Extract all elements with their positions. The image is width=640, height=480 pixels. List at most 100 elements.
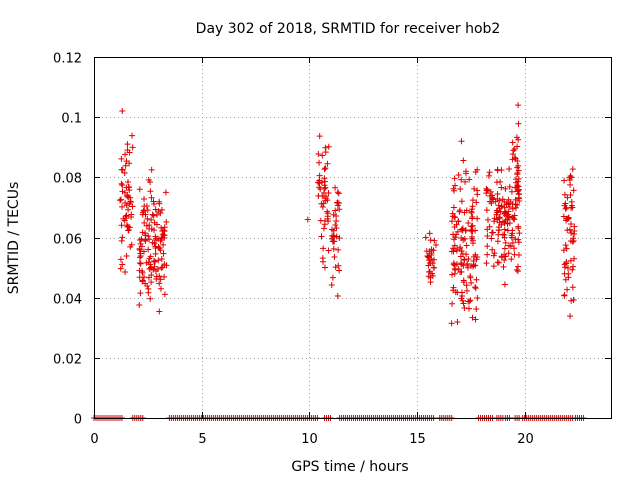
data-point	[119, 261, 126, 268]
data-point	[129, 132, 136, 139]
data-point	[457, 269, 464, 276]
data-point	[566, 226, 573, 233]
data-point	[474, 166, 481, 173]
data-point	[490, 196, 497, 203]
data-point	[121, 217, 128, 224]
data-points	[91, 102, 587, 421]
data-point	[451, 224, 458, 231]
data-point	[511, 146, 518, 153]
data-point	[502, 239, 509, 246]
data-point	[467, 274, 474, 281]
data-point	[501, 198, 508, 205]
data-point	[460, 157, 467, 164]
data-point	[509, 151, 516, 158]
data-point	[508, 256, 515, 263]
data-point	[469, 197, 476, 204]
data-point	[161, 273, 168, 280]
data-point	[428, 270, 435, 277]
data-point	[512, 204, 519, 211]
data-point	[469, 237, 476, 244]
x-tick-label: 5	[198, 432, 206, 447]
data-point	[137, 240, 144, 247]
data-point	[336, 267, 343, 274]
data-point	[488, 235, 495, 242]
data-point	[498, 184, 505, 191]
data-point	[502, 185, 509, 192]
data-point	[145, 232, 152, 239]
data-point	[564, 227, 571, 234]
data-point	[336, 234, 343, 241]
data-point	[571, 255, 578, 262]
y-tick-label: 0.06	[53, 233, 82, 248]
data-point	[431, 264, 438, 271]
data-point	[157, 210, 164, 217]
data-point	[139, 229, 146, 236]
data-point	[319, 204, 326, 211]
data-point	[431, 237, 438, 244]
data-point	[514, 182, 521, 189]
data-point	[426, 230, 433, 237]
data-point	[463, 282, 470, 289]
data-point	[155, 257, 162, 264]
data-point	[119, 234, 126, 241]
x-tick-label: 20	[517, 432, 534, 447]
data-point	[433, 242, 440, 249]
data-point	[333, 225, 340, 232]
data-point	[472, 284, 479, 291]
data-point	[463, 170, 470, 177]
data-point	[148, 271, 155, 278]
data-point	[449, 218, 456, 225]
data-point	[141, 195, 148, 202]
data-point	[509, 156, 516, 163]
data-point	[473, 256, 480, 263]
data-point	[316, 179, 323, 186]
data-point	[569, 166, 576, 173]
data-point	[159, 264, 166, 271]
data-point	[424, 253, 431, 260]
data-point	[332, 264, 339, 271]
data-point	[505, 250, 512, 257]
data-point	[145, 289, 152, 296]
data-point	[483, 207, 490, 214]
data-point	[125, 227, 132, 234]
data-point	[142, 211, 149, 218]
data-point	[512, 236, 519, 243]
data-point	[123, 202, 130, 209]
data-point	[125, 184, 132, 191]
data-point	[142, 280, 149, 287]
data-point	[161, 261, 168, 268]
x-tick-label: 15	[409, 432, 426, 447]
data-point	[501, 281, 508, 288]
data-point	[136, 254, 143, 261]
data-point	[489, 192, 496, 199]
data-point	[122, 268, 129, 275]
data-point	[335, 262, 342, 269]
data-point	[499, 196, 506, 203]
data-point	[328, 226, 335, 233]
data-point	[453, 231, 460, 238]
data-point	[511, 212, 518, 219]
data-point	[494, 207, 501, 214]
data-point	[319, 152, 326, 159]
data-point	[140, 207, 147, 214]
data-point	[564, 286, 571, 293]
data-point	[129, 203, 136, 210]
data-point	[567, 221, 574, 228]
data-point	[320, 245, 327, 252]
data-point	[118, 166, 125, 173]
data-point	[148, 194, 155, 201]
data-point	[330, 232, 337, 239]
data-point	[516, 230, 523, 237]
data-point	[566, 176, 573, 183]
data-point	[330, 211, 337, 218]
data-point	[485, 172, 492, 179]
data-point	[490, 263, 497, 270]
data-point	[136, 267, 143, 274]
data-point	[315, 151, 322, 158]
data-point	[332, 184, 339, 191]
data-point	[451, 262, 458, 269]
data-point	[494, 238, 501, 245]
y-tick-label: 0.08	[53, 172, 82, 187]
data-point	[501, 226, 508, 233]
data-point	[321, 264, 328, 271]
